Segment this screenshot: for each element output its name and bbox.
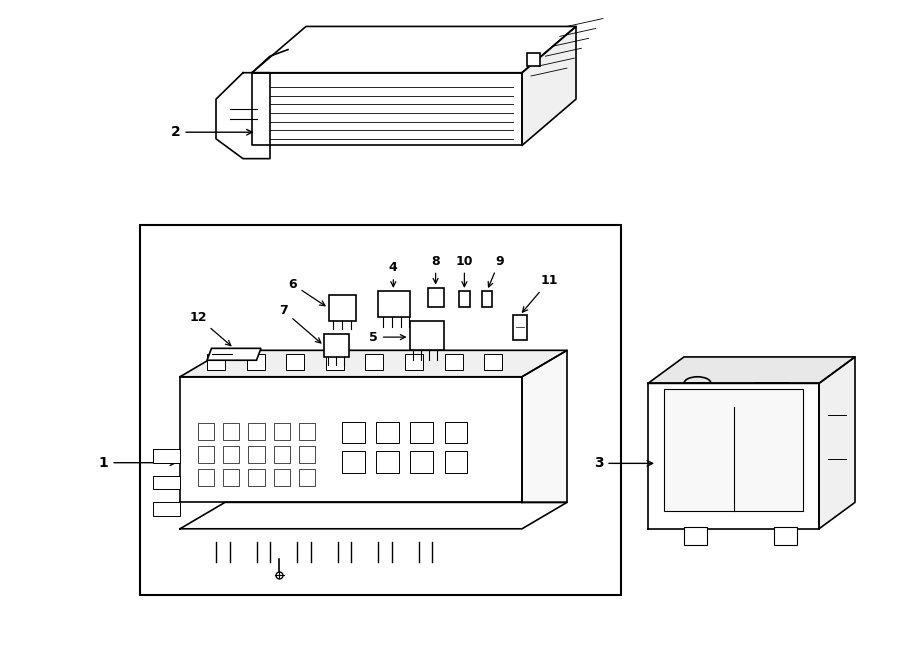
Bar	[664, 389, 803, 511]
Bar	[445, 354, 463, 370]
Polygon shape	[180, 502, 567, 529]
Bar	[299, 469, 315, 486]
Text: 4: 4	[389, 261, 398, 287]
Bar	[376, 422, 399, 443]
Text: 1: 1	[99, 455, 176, 470]
Bar	[445, 422, 467, 443]
Bar	[328, 295, 356, 321]
Bar	[286, 354, 304, 370]
Bar	[248, 446, 265, 463]
Bar	[376, 451, 399, 473]
Polygon shape	[180, 350, 567, 377]
Polygon shape	[216, 73, 270, 159]
Bar	[274, 423, 290, 440]
Text: 5: 5	[369, 330, 405, 344]
Polygon shape	[819, 357, 855, 529]
Bar	[774, 527, 796, 545]
Bar	[274, 469, 290, 486]
Bar	[223, 469, 239, 486]
Bar	[153, 502, 180, 516]
Text: 9: 9	[488, 254, 504, 287]
Text: 12: 12	[189, 311, 230, 346]
Polygon shape	[648, 383, 819, 529]
Polygon shape	[180, 377, 522, 502]
Bar	[299, 446, 315, 463]
Bar	[482, 291, 492, 307]
Bar	[153, 449, 180, 463]
Bar	[405, 354, 423, 370]
Bar	[484, 354, 502, 370]
Bar	[459, 291, 470, 307]
Bar	[247, 354, 265, 370]
Bar	[410, 422, 433, 443]
Bar	[342, 451, 364, 473]
Text: 2: 2	[171, 125, 252, 139]
Text: 3: 3	[594, 456, 652, 471]
Bar	[153, 476, 180, 489]
Bar	[326, 354, 344, 370]
Bar	[198, 423, 214, 440]
Bar	[223, 446, 239, 463]
Text: 6: 6	[288, 278, 325, 306]
Bar	[513, 315, 526, 340]
Bar	[248, 469, 265, 486]
Bar	[198, 469, 214, 486]
Bar	[140, 225, 621, 595]
Bar	[207, 354, 225, 370]
Bar	[428, 288, 444, 307]
Polygon shape	[522, 26, 576, 145]
Text: 11: 11	[523, 274, 558, 312]
Text: 7: 7	[279, 304, 320, 343]
Text: 10: 10	[455, 254, 473, 287]
Bar	[410, 451, 433, 473]
Bar	[365, 354, 383, 370]
Bar	[274, 446, 290, 463]
Bar	[445, 451, 467, 473]
Polygon shape	[207, 348, 261, 360]
Polygon shape	[252, 73, 522, 145]
Bar	[410, 321, 444, 350]
Bar	[526, 53, 540, 66]
Bar	[223, 423, 239, 440]
Bar	[324, 334, 349, 357]
Bar	[684, 527, 706, 545]
Bar	[248, 423, 265, 440]
Text: 8: 8	[431, 254, 440, 284]
Polygon shape	[522, 350, 567, 502]
Polygon shape	[252, 26, 576, 73]
Bar	[378, 291, 410, 317]
Bar	[299, 423, 315, 440]
Bar	[342, 422, 364, 443]
Polygon shape	[648, 357, 855, 383]
Bar	[198, 446, 214, 463]
